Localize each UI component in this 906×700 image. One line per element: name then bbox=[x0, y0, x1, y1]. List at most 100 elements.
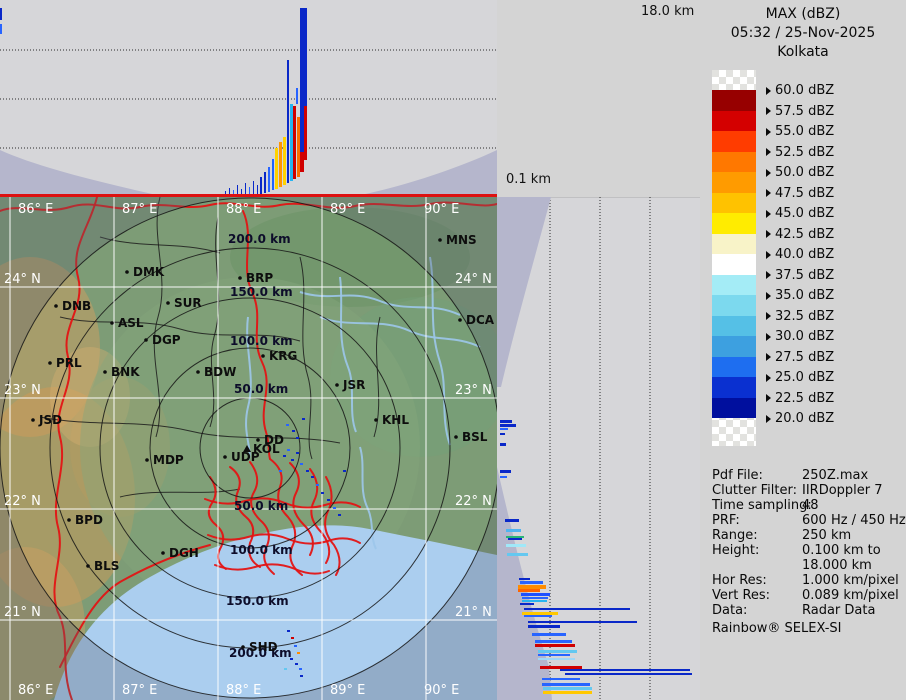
legend-scale-label: 32.5 dBZ bbox=[766, 309, 834, 324]
xsect-echo-bar bbox=[296, 88, 298, 104]
scale-tick-text: 45.0 dBZ bbox=[775, 206, 835, 221]
xsect-echo-bar bbox=[287, 60, 289, 183]
echo-speck bbox=[279, 470, 282, 472]
info-row-value: 600 Hz / 450 Hz bbox=[802, 513, 906, 528]
echo-speck bbox=[287, 449, 290, 451]
software-credit: Rainbow® SELEX-SI bbox=[712, 621, 842, 636]
info-row: 18.000 km bbox=[712, 558, 906, 573]
xsect-echo-bar bbox=[543, 687, 592, 690]
radar-site-label: KOL bbox=[253, 442, 280, 456]
ns-cross-section-plot bbox=[497, 197, 700, 700]
xsect-echo-bar bbox=[508, 538, 522, 540]
lat-label: 22° N bbox=[455, 494, 492, 509]
city-label: KHL bbox=[382, 413, 409, 427]
xsect-echo-bar bbox=[500, 424, 516, 427]
info-row-value: 48 bbox=[802, 498, 819, 513]
legend-scale-cell bbox=[712, 336, 756, 357]
lon-label: 88° E bbox=[226, 683, 261, 698]
xsect-echo-bar bbox=[237, 185, 238, 196]
lon-label: 90° E bbox=[424, 683, 459, 698]
city-label: DGH bbox=[169, 546, 199, 560]
river bbox=[245, 316, 252, 460]
xsect-echo-bar bbox=[257, 185, 258, 194]
info-row-value: 18.000 km bbox=[802, 558, 872, 573]
city-marker bbox=[110, 321, 114, 325]
state-border bbox=[53, 197, 98, 700]
info-row-value: 250Z.max bbox=[802, 468, 869, 483]
legend-scale-cell bbox=[712, 397, 756, 418]
city-marker bbox=[238, 276, 242, 280]
district-border bbox=[119, 488, 241, 498]
city-label: DD bbox=[264, 433, 284, 447]
info-row-label: Clutter Filter: bbox=[712, 483, 797, 498]
city-marker bbox=[144, 338, 148, 342]
info-row: Vert Res: 0.089 km/pixel bbox=[712, 588, 906, 603]
xsect-echo-bar bbox=[225, 191, 226, 196]
xsect-echo-bar bbox=[293, 106, 296, 179]
xsect-echo-bar bbox=[241, 189, 242, 196]
xsect-echo-bar bbox=[528, 625, 560, 628]
legend-scale-cell bbox=[712, 295, 756, 316]
timestamp: 05:32 / 25-Nov-2025 bbox=[730, 25, 876, 41]
district-border bbox=[153, 197, 163, 438]
scale-tick-arrow-icon bbox=[766, 312, 771, 320]
xsect-echo-bar bbox=[300, 8, 307, 152]
range-ring-label: 200.0 km bbox=[229, 646, 292, 660]
scale-tick-arrow-icon bbox=[766, 86, 771, 95]
xsect-echo-bar bbox=[300, 152, 304, 172]
color-scale-bar bbox=[712, 70, 756, 446]
legend-scale-cell bbox=[712, 110, 756, 131]
xsect-echo-bar bbox=[500, 470, 511, 473]
xsect-echo-bar bbox=[290, 104, 293, 181]
sea bbox=[0, 525, 497, 700]
state-border bbox=[249, 461, 275, 575]
city-label: JSD bbox=[38, 413, 62, 427]
echo-speck bbox=[292, 430, 295, 432]
legend-scale-cell bbox=[712, 274, 756, 295]
echo-speck bbox=[321, 492, 324, 494]
terrain-patch bbox=[330, 297, 497, 457]
lon-label: 87° E bbox=[122, 683, 157, 698]
echo-speck bbox=[299, 668, 302, 670]
corner-area: 18.0 km 0.1 km bbox=[497, 0, 700, 197]
legend-scale-label: 20.0 dBZ bbox=[766, 411, 834, 426]
info-row-label: PRF: bbox=[712, 513, 740, 528]
scale-tick-arrow-icon bbox=[766, 332, 771, 341]
city-label: BNK bbox=[111, 365, 140, 379]
legend-scale-label: 37.5 dBZ bbox=[766, 268, 834, 283]
echo-speck bbox=[311, 476, 314, 478]
city-marker bbox=[161, 551, 165, 555]
xsect-echo-bar bbox=[522, 612, 558, 615]
echo-speck bbox=[327, 499, 330, 501]
city-marker bbox=[145, 458, 149, 462]
xsect-echo-bar bbox=[528, 621, 637, 623]
echo-speck bbox=[306, 470, 309, 472]
legend-scale-cell bbox=[712, 315, 756, 336]
xsect-echo-bar bbox=[535, 640, 572, 643]
legend-scale-label: 60.0 dBZ bbox=[766, 83, 834, 98]
legend-scale-cell bbox=[712, 172, 756, 193]
scale-tick-text: 32.5 dBZ bbox=[775, 308, 835, 324]
xsect-echo-bar bbox=[0, 24, 2, 34]
lon-label: 86° E bbox=[18, 202, 53, 217]
info-row-value: IIRDoppler 7 bbox=[802, 483, 883, 498]
state-border bbox=[59, 544, 211, 668]
scale-tick-text: 47.5 dBZ bbox=[775, 185, 835, 201]
xsect-echo-bar bbox=[524, 615, 552, 617]
scale-tick-text: 30.0 dBZ bbox=[775, 329, 835, 344]
lat-label: 23° N bbox=[455, 383, 492, 398]
color-scale: 60.0 dBZ 57.5 dBZ 55.0 dBZ 52.5 dBZ 50.0 dBZ… bbox=[712, 70, 902, 446]
xsect-echo-bar bbox=[538, 650, 577, 653]
info-row: Data: Radar Data bbox=[712, 603, 906, 618]
ns-cross-section-panel bbox=[497, 197, 700, 700]
city-marker bbox=[86, 564, 90, 568]
city-marker bbox=[241, 645, 245, 649]
scale-tick-arrow-icon bbox=[766, 127, 771, 136]
range-ring bbox=[0, 197, 497, 699]
district-border bbox=[99, 236, 221, 254]
legend-scale-label: 50.0 dBZ bbox=[766, 165, 834, 180]
terrain-patch bbox=[230, 207, 470, 307]
radar-site-marker bbox=[243, 445, 251, 452]
city-marker bbox=[335, 383, 339, 387]
